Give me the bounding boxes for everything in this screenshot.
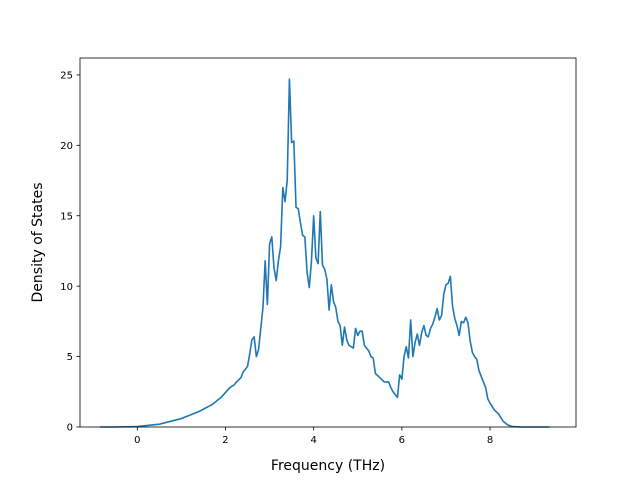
x-tick-label: 4 — [310, 435, 316, 446]
x-tick-label: 6 — [399, 435, 405, 446]
y-tick-label: 5 — [67, 352, 73, 363]
x-tick-label: 0 — [134, 435, 140, 446]
y-axis-label: Density of States — [30, 183, 46, 303]
y-tick-label: 15 — [60, 211, 73, 222]
axes-frame — [79, 57, 577, 428]
tick-layer: 0 2 4 6 8 0 5 10 15 20 25 — [60, 71, 493, 446]
y-tick-label: 10 — [60, 282, 73, 293]
x-tick-label: 8 — [487, 435, 493, 446]
y-tick-label: 25 — [60, 71, 73, 82]
x-axis-label: Frequency (THz) — [271, 458, 385, 474]
series-line-0 — [99, 78, 550, 428]
x-tick-label: 2 — [222, 435, 228, 446]
plot-layer — [99, 78, 550, 428]
y-tick-label: 0 — [67, 423, 73, 434]
y-tick-label: 20 — [60, 141, 73, 152]
